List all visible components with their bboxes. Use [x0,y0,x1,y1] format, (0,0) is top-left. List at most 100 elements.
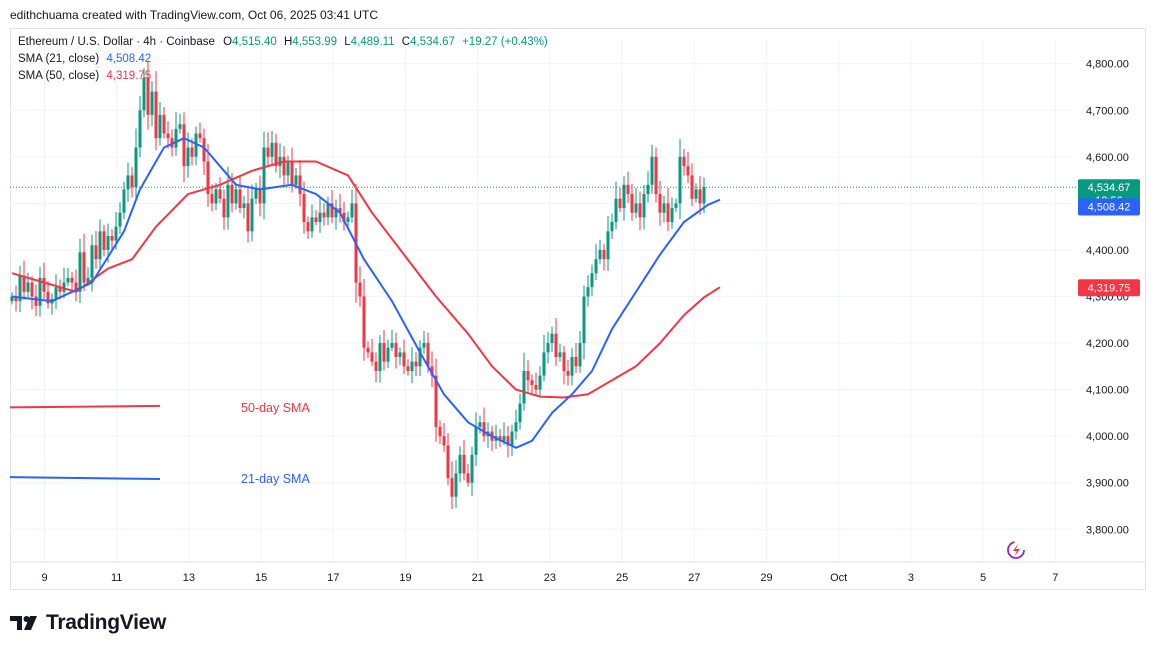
candle-body[interactable] [690,175,694,199]
candle-body[interactable] [446,445,450,479]
candle-body[interactable] [102,231,106,250]
candle-body[interactable] [538,375,542,390]
candle-body[interactable] [338,208,342,213]
candle-body[interactable] [290,161,294,185]
candle-body[interactable] [62,282,66,292]
candle-body[interactable] [670,208,674,223]
candle-body[interactable] [470,454,474,483]
candle-body[interactable] [334,208,338,218]
candle-body[interactable] [234,189,238,204]
symbol-title[interactable]: Ethereum / U.S. Dollar · 4h · Coinbase [18,36,215,48]
candle-body[interactable] [30,282,34,297]
candle-body[interactable] [174,128,178,148]
candle-body[interactable] [626,184,630,195]
candle-body[interactable] [558,352,562,358]
candle-body[interactable] [130,175,134,188]
candle-body[interactable] [58,287,62,292]
candle-body[interactable] [402,352,406,367]
candle-body[interactable] [54,287,58,299]
candle-body[interactable] [474,426,478,455]
candle-body[interactable] [138,110,142,148]
candle-body[interactable] [582,296,586,344]
candle-body[interactable] [134,147,138,188]
candle-body[interactable] [198,133,202,139]
candle-body[interactable] [374,361,378,371]
candle-body[interactable] [14,296,18,302]
candle-body[interactable] [254,189,258,199]
candle-body[interactable] [10,296,14,302]
candle-body[interactable] [206,161,210,195]
candle-body[interactable] [154,91,158,139]
candle-body[interactable] [242,203,246,209]
tradingview-brand[interactable]: TradingView [46,611,167,634]
candle-body[interactable] [178,124,182,129]
candle-body[interactable] [162,114,166,134]
candle-body[interactable] [702,187,706,204]
candle-body[interactable] [362,296,366,348]
candle-body[interactable] [394,343,398,358]
candle-body[interactable] [78,252,82,292]
candle-body[interactable] [398,352,402,358]
candle-body[interactable] [654,156,658,195]
candle-body[interactable] [666,203,670,223]
candle-body[interactable] [426,343,430,367]
candle-body[interactable] [294,175,298,185]
sma21-line[interactable] [11,137,721,449]
candle-body[interactable] [330,203,334,218]
legend-sma50-row[interactable]: SMA (50, close) 4,319.75 [18,68,552,85]
candle-body[interactable] [190,147,194,157]
candle-body[interactable] [210,194,214,204]
candle-body[interactable] [514,422,518,432]
candle-body[interactable] [366,347,370,353]
candle-body[interactable] [358,282,362,297]
candle-body[interactable] [194,133,198,157]
candle-body[interactable] [38,277,42,306]
candle-body[interactable] [18,275,22,302]
candle-body[interactable] [650,156,654,185]
candle-body[interactable] [246,203,250,232]
candle-body[interactable] [302,194,306,223]
candle-body[interactable] [74,282,78,292]
candle-body[interactable] [610,222,614,232]
candle-body[interactable] [522,370,526,404]
candle-body[interactable] [694,189,698,199]
candle-body[interactable] [502,436,506,441]
candle-body[interactable] [638,203,642,218]
candle-body[interactable] [278,156,282,167]
candle-body[interactable] [322,212,326,218]
candle-body[interactable] [270,142,274,157]
candle-body[interactable] [106,235,110,250]
candle-body[interactable] [318,212,322,223]
candle-body[interactable] [274,142,278,167]
candle-body[interactable] [250,198,254,232]
tradingview-logo-icon[interactable] [10,614,40,632]
candle-body[interactable] [22,275,26,292]
candle-body[interactable] [410,361,414,371]
candle-body[interactable] [442,436,446,446]
candle-body[interactable] [166,133,170,139]
candle-body[interactable] [518,403,522,423]
candle-body[interactable] [566,370,570,376]
candle-body[interactable] [158,114,162,139]
candle-body[interactable] [310,217,314,232]
candle-body[interactable] [306,222,310,232]
candle-body[interactable] [662,203,666,213]
candle-body[interactable] [554,333,558,358]
candle-body[interactable] [602,249,606,260]
candle-body[interactable] [46,291,50,304]
candle-body[interactable] [146,77,150,115]
candle-body[interactable] [314,217,318,223]
candle-body[interactable] [658,194,662,213]
candle-body[interactable] [214,189,218,204]
candle-body[interactable] [186,147,190,167]
candle-body[interactable] [346,217,350,223]
candle-body[interactable] [382,343,386,362]
candle-body[interactable] [450,478,454,497]
candle-body[interactable] [122,189,126,213]
candle-body[interactable] [618,198,622,209]
candle-body[interactable] [498,436,502,441]
candle-body[interactable] [630,194,634,213]
candle-body[interactable] [458,454,462,474]
candle-body[interactable] [90,245,94,278]
candle-body[interactable] [530,380,534,385]
